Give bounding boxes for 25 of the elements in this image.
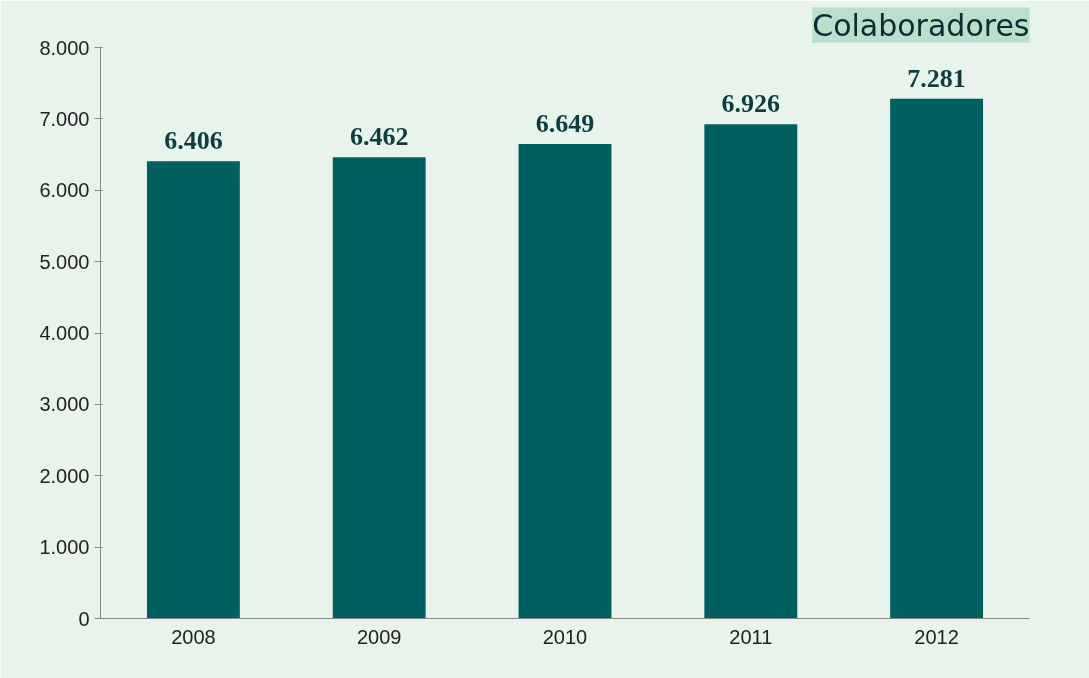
y-tick-label: 6.000 xyxy=(39,179,90,202)
chart-title: Colaboradores xyxy=(812,7,1030,43)
data-label: 6.649 xyxy=(535,108,595,138)
y-tick-label: 1.000 xyxy=(39,536,90,559)
bar xyxy=(890,98,984,619)
data-label: 6.462 xyxy=(349,122,409,152)
bar xyxy=(146,161,240,619)
y-tick-label: 0 xyxy=(78,607,90,630)
x-tick-label: 2012 xyxy=(914,625,959,648)
bar xyxy=(332,157,426,619)
x-tick-label: 2009 xyxy=(356,625,402,648)
y-tick-label: 2.000 xyxy=(39,464,90,487)
x-tick-label: 2010 xyxy=(542,625,588,648)
y-tick-label: 3.000 xyxy=(39,393,90,416)
bar xyxy=(518,143,612,619)
data-label: 7.281 xyxy=(907,63,966,93)
y-tick-label: 7.000 xyxy=(39,107,90,130)
y-tick-label: 5.000 xyxy=(39,250,90,273)
y-tick-label: 4.000 xyxy=(39,322,90,344)
data-label: 6.926 xyxy=(721,89,781,119)
x-tick-label: 2011 xyxy=(729,625,773,648)
y-tick-label: 8.000 xyxy=(39,36,90,59)
bar xyxy=(704,124,798,619)
x-tick-label: 2008 xyxy=(171,625,216,648)
data-label: 6.406 xyxy=(164,126,223,156)
